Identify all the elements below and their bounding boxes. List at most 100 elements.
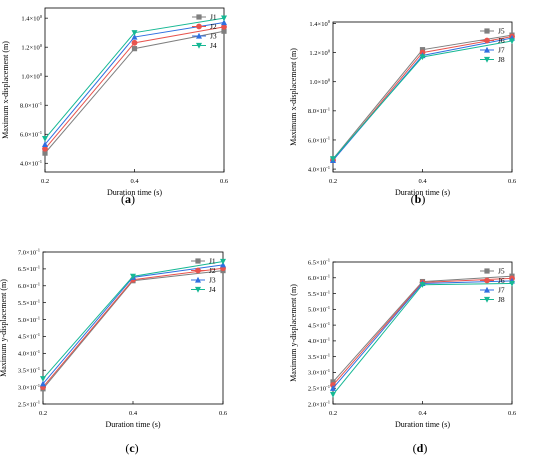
y-tick-label: 5.5×10-1 bbox=[18, 298, 41, 307]
legend-label: J8 bbox=[498, 55, 505, 64]
data-point-j3 bbox=[40, 380, 46, 387]
data-point-j8 bbox=[419, 54, 426, 61]
legend-marker bbox=[196, 14, 202, 20]
data-point-j1 bbox=[131, 46, 138, 52]
data-point-j4 bbox=[42, 136, 48, 142]
legend-label: J6 bbox=[498, 276, 505, 285]
plot-frame bbox=[332, 21, 513, 173]
x-tick-label: 0.6 bbox=[508, 410, 517, 417]
y-tick-label: 6.5×10-1 bbox=[18, 265, 41, 274]
legend-marker bbox=[484, 268, 490, 274]
data-point-j3 bbox=[42, 141, 48, 148]
y-axis-label: Maximum x-displacement (m) bbox=[1, 41, 10, 139]
y-tick-label: 8.0×10-1 bbox=[20, 101, 43, 110]
legend-marker bbox=[195, 286, 201, 293]
x-tick-label: 0.2 bbox=[39, 410, 47, 417]
data-point-j3 bbox=[221, 19, 227, 26]
y-tick-label: 6.5×10-1 bbox=[308, 258, 331, 267]
data-point-j5 bbox=[419, 47, 426, 53]
chart-panel-d: 2.0×10-1 2.5×10-1 3.0×10-1 3.5×10-1 4.0×10-1… bbox=[289, 258, 517, 455]
y-tick-label: 3.0×10-1 bbox=[308, 368, 331, 377]
data-point-j1 bbox=[221, 28, 227, 34]
x-tick-label: 0.4 bbox=[418, 410, 427, 417]
panel-label: (a) bbox=[121, 192, 135, 206]
y-tick-label: 6.0×10-1 bbox=[18, 281, 41, 290]
legend-label: J1 bbox=[209, 257, 216, 266]
legend-marker bbox=[484, 37, 490, 44]
legend-label: J4 bbox=[210, 41, 217, 50]
legend-marker bbox=[195, 267, 201, 274]
legend-marker bbox=[484, 46, 490, 53]
x-tick-label: 0.2 bbox=[329, 178, 337, 185]
panel-label: (d) bbox=[413, 441, 428, 455]
x-axis-label: Duration time (s) bbox=[105, 420, 160, 429]
data-point-j8 bbox=[330, 156, 336, 163]
legend-label: J8 bbox=[498, 295, 505, 304]
data-point-j2 bbox=[42, 145, 48, 152]
y-tick-label: 3.5×10-1 bbox=[18, 366, 41, 375]
legend-label: J3 bbox=[209, 276, 216, 285]
y-tick-label: 4.5×10-1 bbox=[18, 332, 41, 341]
y-tick-label: 5.0×10-1 bbox=[308, 305, 331, 314]
legend-marker bbox=[196, 42, 202, 49]
legend-label: J4 bbox=[209, 285, 216, 294]
y-tick-label: 1.0×100 bbox=[21, 72, 42, 81]
y-tick-label: 4.0×10-1 bbox=[308, 165, 331, 174]
chart-panel-b: 4.0×10-1 6.0×10-1 8.0×10-1 1.0×100 1.2×100 1.… bbox=[289, 19, 517, 206]
y-tick-label: 1.4×100 bbox=[309, 19, 330, 28]
series-line-j6 bbox=[332, 277, 513, 386]
y-tick-label: 6.0×10-1 bbox=[308, 136, 331, 145]
legend-marker bbox=[196, 23, 202, 30]
data-point-j2 bbox=[221, 23, 227, 30]
y-tick-label: 1.2×100 bbox=[21, 43, 42, 52]
y-tick-label: 6.0×10-1 bbox=[20, 130, 43, 139]
y-tick-label: 1.0×100 bbox=[309, 77, 330, 86]
x-tick-label: 0.4 bbox=[130, 178, 139, 185]
x-tick-label: 0.6 bbox=[508, 178, 517, 185]
legend-marker bbox=[484, 296, 490, 303]
chart-panel-c: 2.5×10-1 3.0×10-1 3.5×10-1 4.0×10-1 4.5×10-1… bbox=[0, 248, 228, 455]
data-point-j8 bbox=[509, 38, 515, 45]
data-point-j2 bbox=[131, 39, 138, 46]
y-tick-label: 8.0×10-1 bbox=[308, 107, 331, 116]
legend-label: J7 bbox=[498, 286, 505, 295]
y-tick-label: 2.5×10-1 bbox=[308, 384, 331, 393]
legend-label: J2 bbox=[209, 266, 216, 275]
y-tick-label: 1.4×100 bbox=[21, 14, 42, 23]
legend-marker bbox=[484, 28, 490, 34]
data-point-j7 bbox=[330, 385, 336, 391]
series-line-j8 bbox=[332, 282, 513, 395]
y-axis-label: Maximum y-displacement (m) bbox=[289, 284, 298, 382]
x-tick-label: 0.4 bbox=[129, 410, 138, 417]
legend-label: J5 bbox=[498, 27, 505, 36]
legend-label: J6 bbox=[498, 36, 505, 45]
y-tick-label: 4.0×10-1 bbox=[18, 349, 41, 358]
y-axis-label: Maximum x-displacement (m) bbox=[289, 48, 298, 146]
legend-marker bbox=[484, 277, 490, 284]
legend-label: J7 bbox=[498, 46, 505, 55]
data-point-j3 bbox=[131, 33, 138, 40]
data-point-j4 bbox=[221, 15, 227, 22]
panel-label: (b) bbox=[411, 192, 426, 206]
y-tick-label: 6.0×10-1 bbox=[308, 273, 331, 282]
x-tick-label: 0.6 bbox=[220, 178, 229, 185]
y-tick-label: 4.5×10-1 bbox=[308, 321, 331, 330]
legend-label: J2 bbox=[210, 22, 217, 31]
y-tick-label: 2.5×10-1 bbox=[18, 400, 41, 409]
data-point-j5 bbox=[330, 379, 336, 385]
x-axis-label: Duration time (s) bbox=[395, 420, 450, 429]
series-line-j2 bbox=[42, 267, 224, 388]
y-axis-label: Maximum y-displacement (m) bbox=[0, 279, 8, 377]
y-tick-label: 7.0×10-1 bbox=[18, 248, 41, 257]
x-tick-label: 0.2 bbox=[41, 178, 49, 185]
x-axis-label: Duration time (s) bbox=[107, 188, 162, 197]
y-tick-label: 5.5×10-1 bbox=[308, 289, 331, 298]
data-point-j8 bbox=[330, 391, 336, 398]
legend-marker bbox=[195, 276, 201, 283]
legend-marker bbox=[196, 32, 202, 39]
y-tick-label: 4.0×10-1 bbox=[308, 337, 331, 346]
data-point-j1 bbox=[42, 150, 48, 156]
y-tick-label: 2.0×10-1 bbox=[308, 400, 331, 409]
x-tick-label: 0.6 bbox=[219, 410, 228, 417]
